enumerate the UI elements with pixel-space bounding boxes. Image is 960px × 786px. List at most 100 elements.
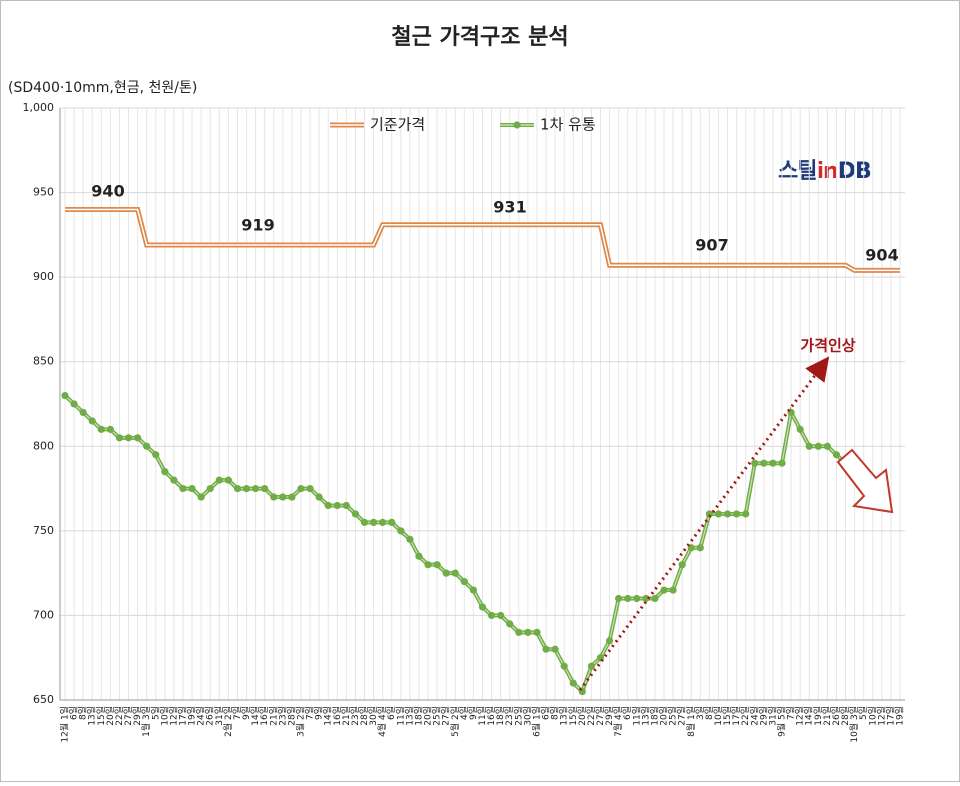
point bbox=[551, 645, 559, 653]
x-tick-label: 6일 bbox=[386, 706, 397, 720]
y-tick-label: 750 bbox=[33, 524, 54, 537]
x-tick-label: 15일 bbox=[722, 706, 733, 726]
point bbox=[742, 510, 750, 518]
point bbox=[705, 510, 714, 518]
x-tick-label: 10일 bbox=[867, 706, 878, 726]
x-tick-label: 11일 bbox=[395, 706, 406, 726]
x-tick-label: 9월 5일 bbox=[776, 706, 788, 737]
price-label: 907 bbox=[695, 236, 728, 255]
x-tick-label: 21일 bbox=[341, 706, 352, 726]
x-tick-label: 4일 bbox=[459, 706, 470, 720]
point bbox=[197, 493, 205, 501]
point bbox=[515, 628, 523, 636]
point bbox=[569, 679, 577, 687]
point bbox=[97, 425, 105, 433]
point bbox=[388, 518, 396, 527]
point bbox=[61, 391, 69, 400]
x-tick-label: 14일 bbox=[804, 706, 815, 726]
x-tick-label: 4월 4일 bbox=[376, 706, 388, 737]
x-tick-label: 19일 bbox=[187, 706, 198, 726]
point bbox=[651, 594, 659, 603]
x-tick-label: 12월 1일 bbox=[59, 706, 71, 743]
point bbox=[587, 662, 596, 670]
point bbox=[696, 544, 704, 552]
point bbox=[351, 510, 360, 518]
x-tick-label: 23일 bbox=[504, 706, 515, 726]
x-tick-label: 13일 bbox=[404, 706, 415, 726]
point bbox=[242, 484, 251, 493]
price-label: 931 bbox=[493, 198, 526, 217]
price-label: 919 bbox=[241, 216, 274, 235]
point bbox=[642, 594, 650, 603]
point bbox=[660, 586, 668, 594]
x-tick-label: 8일 bbox=[550, 706, 561, 720]
x-tick-label: 17일 bbox=[731, 706, 742, 726]
point bbox=[814, 442, 822, 450]
point bbox=[206, 484, 214, 493]
x-tick-label: 9일 bbox=[468, 706, 479, 720]
x-tick-label: 12일 bbox=[795, 706, 806, 726]
x-tick-label: 21일 bbox=[822, 706, 833, 726]
x-tick-label: 18일 bbox=[649, 706, 660, 726]
x-tick-label: 14일 bbox=[250, 706, 261, 726]
x-tick-label: 16일 bbox=[259, 706, 270, 726]
x-tick-label: 20일 bbox=[577, 706, 588, 726]
x-tick-label: 26일 bbox=[205, 706, 216, 726]
point bbox=[487, 611, 496, 620]
point bbox=[288, 493, 296, 501]
x-tick-label: 26일 bbox=[831, 706, 842, 726]
x-tick-label: 15일 bbox=[568, 706, 579, 726]
point bbox=[687, 544, 695, 552]
y-tick-label: 650 bbox=[33, 693, 54, 706]
legend-label: 1차 유통 bbox=[540, 116, 596, 134]
price-label: 904 bbox=[865, 246, 898, 265]
x-tick-label: 22일 bbox=[740, 706, 751, 726]
point bbox=[88, 417, 96, 425]
point bbox=[460, 578, 468, 586]
x-tick-label: 10일 bbox=[159, 706, 170, 726]
series bbox=[65, 206, 900, 273]
x-tick-label: 8일 bbox=[78, 706, 89, 720]
point bbox=[497, 611, 505, 620]
point bbox=[533, 628, 541, 636]
point bbox=[324, 501, 332, 510]
point bbox=[306, 484, 314, 493]
point bbox=[560, 662, 568, 670]
point bbox=[760, 459, 768, 467]
y-tick-label: 850 bbox=[33, 355, 54, 368]
x-tick-label: 24일 bbox=[196, 706, 207, 726]
point bbox=[70, 400, 78, 408]
x-tick-label: 25일 bbox=[432, 706, 443, 726]
point bbox=[333, 501, 341, 510]
point bbox=[134, 434, 142, 442]
x-tick-label: 28일 bbox=[286, 706, 297, 726]
down-arrow bbox=[836, 448, 894, 514]
point bbox=[406, 535, 414, 543]
x-tick-label: 24일 bbox=[749, 706, 760, 726]
x-tick-label: 7일 bbox=[232, 706, 243, 720]
x-tick-label: 18일 bbox=[495, 706, 506, 726]
point bbox=[478, 603, 487, 611]
x-tick-label: 6월 1일 bbox=[530, 706, 542, 737]
y-tick-label: 800 bbox=[33, 439, 54, 452]
point bbox=[233, 484, 242, 493]
y-tick-label: 900 bbox=[33, 270, 54, 283]
point bbox=[714, 510, 723, 518]
x-tick-label: 2월 2일 bbox=[222, 706, 234, 737]
point bbox=[152, 451, 160, 459]
x-tick-label: 9일 bbox=[314, 706, 325, 720]
x-tick-label: 7일 bbox=[305, 706, 316, 720]
x-tick-label: 5일 bbox=[858, 706, 869, 720]
point bbox=[342, 501, 350, 510]
logo-part: 스틸 bbox=[778, 159, 816, 184]
x-tick-label: 30일 bbox=[522, 706, 533, 726]
point bbox=[442, 569, 450, 577]
point bbox=[79, 408, 87, 417]
point bbox=[397, 527, 405, 535]
x-tick-label: 3일 bbox=[695, 706, 706, 720]
point bbox=[769, 459, 777, 467]
point bbox=[723, 510, 732, 518]
point bbox=[751, 459, 759, 467]
